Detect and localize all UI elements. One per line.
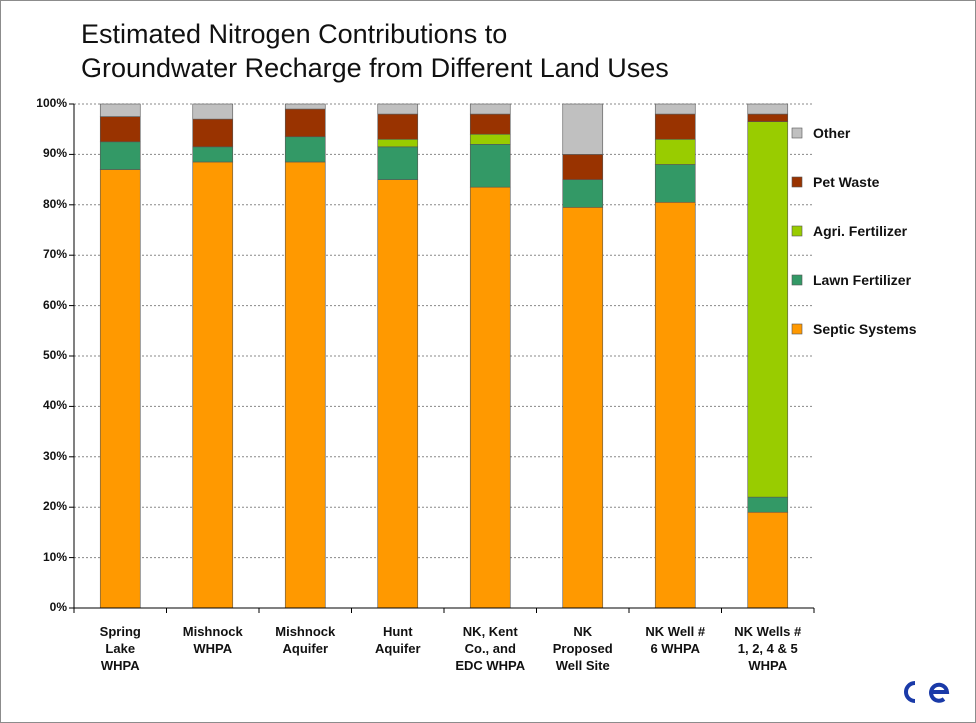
x-tick-label-line: Proposed (552, 641, 613, 656)
bar-segment (99, 141, 141, 170)
bar-segment (747, 121, 789, 498)
x-tick-label-line: WHPA (193, 641, 233, 656)
bar-segment (469, 144, 511, 188)
bar-segment (192, 161, 234, 609)
bar-segment (469, 113, 511, 135)
x-tick-label: Spring Lake WHPA (74, 623, 166, 674)
bar-segment (562, 179, 604, 208)
chart-title: Estimated Nitrogen Contributions to (81, 19, 508, 49)
bar-segment (377, 179, 419, 609)
bar-segment (654, 138, 696, 165)
y-tick-label: 40% (42, 398, 67, 413)
bar-segment (469, 186, 511, 609)
bar-segment (747, 511, 789, 609)
y-tick-label: 30% (42, 448, 67, 463)
legend-swatch (791, 323, 803, 335)
y-tick-label: 50% (42, 348, 67, 362)
x-tick-label: NK Wells # 1, 2, 4 & 5 WHPA (722, 623, 814, 674)
x-tick-label-line: Aquifer (375, 641, 421, 656)
x-tick-label-line: Spring (99, 624, 141, 639)
bar-segment (99, 103, 141, 117)
legend-label: Septic Systems (813, 321, 917, 337)
x-tick-label-line: Mishnock (275, 624, 336, 639)
y-tick-label: 90% (42, 146, 67, 161)
x-tick-label: Mishnock Aquifer (259, 623, 351, 657)
bar-segment (747, 496, 789, 513)
x-tick-label-line: 1, 2, 4 & 5 (737, 641, 798, 656)
x-tick-label-line: WHPA (100, 658, 140, 673)
x-tick-label-line: Well Site (555, 658, 610, 673)
x-tick-label-line: Hunt (382, 624, 413, 639)
y-tick-label: 0% (49, 600, 67, 614)
y-tick-label: 20% (42, 499, 67, 514)
bar-segment (377, 103, 419, 115)
bar-segment (99, 169, 141, 609)
bar-segment (192, 103, 234, 120)
legend-label: Lawn Fertilizer (813, 272, 912, 288)
bar-segment (99, 116, 141, 143)
legend-swatch (791, 127, 803, 139)
bar-segment (377, 138, 419, 148)
x-tick-label: Hunt Aquifer (352, 623, 444, 657)
y-tick-label: 70% (42, 247, 67, 262)
x-tick-label-line: NK Well # (645, 624, 706, 639)
y-tick-label: 10% (42, 549, 67, 564)
x-tick-label: NK, Kent Co., and EDC WHPA (444, 623, 536, 674)
logo (904, 681, 950, 703)
x-tick-label-line: Lake (105, 641, 136, 656)
bar-segment (192, 118, 234, 148)
x-tick-label-line: NK (573, 624, 593, 639)
y-tick-label: 100% (36, 96, 67, 110)
x-tick-label-line: 6 WHPA (650, 641, 701, 656)
chart-title: Groundwater Recharge from Different Land… (81, 53, 669, 83)
y-tick-label: 80% (42, 196, 67, 211)
legend-swatch (791, 225, 803, 237)
bar-segment (377, 113, 419, 140)
y-tick-label: 60% (42, 297, 67, 312)
bar-segment (377, 146, 419, 180)
legend-swatch (791, 274, 803, 286)
bar-segment (284, 103, 326, 110)
x-tick-label: NK Proposed Well Site (537, 623, 629, 674)
bar-segment (562, 207, 604, 609)
x-tick-label-line: Co., and (464, 641, 516, 656)
bar-segment (562, 154, 604, 180)
x-tick-label-line: WHPA (748, 658, 788, 673)
bar-segment (562, 103, 604, 155)
bar-segment (284, 108, 326, 138)
legend-label: Pet Waste (813, 174, 880, 190)
bar-segment (284, 136, 326, 163)
x-tick-label-line: Mishnock (182, 624, 243, 639)
bar-segment (747, 103, 789, 115)
bar-segment (284, 161, 326, 609)
x-tick-label-line: NK, Kent (462, 624, 518, 639)
bar-segment (469, 103, 511, 115)
bar-segment (192, 146, 234, 163)
bar-segment (469, 133, 511, 145)
x-tick-label-line: Aquifer (282, 641, 329, 656)
bar-segment (747, 113, 789, 122)
bar-segment (654, 201, 696, 609)
legend-label: Agri. Fertilizer (813, 223, 908, 239)
x-tick-label-line: NK Wells # (734, 624, 802, 639)
legend-label: Other (813, 125, 851, 141)
x-tick-label: Mishnock WHPA (167, 623, 259, 657)
x-tick-label: NK Well # 6 WHPA (629, 623, 721, 657)
bar-segment (654, 164, 696, 203)
bar-segment (654, 103, 696, 115)
legend-swatch (791, 176, 803, 188)
x-tick-label-line: EDC WHPA (455, 658, 526, 673)
bar-segment (654, 113, 696, 140)
